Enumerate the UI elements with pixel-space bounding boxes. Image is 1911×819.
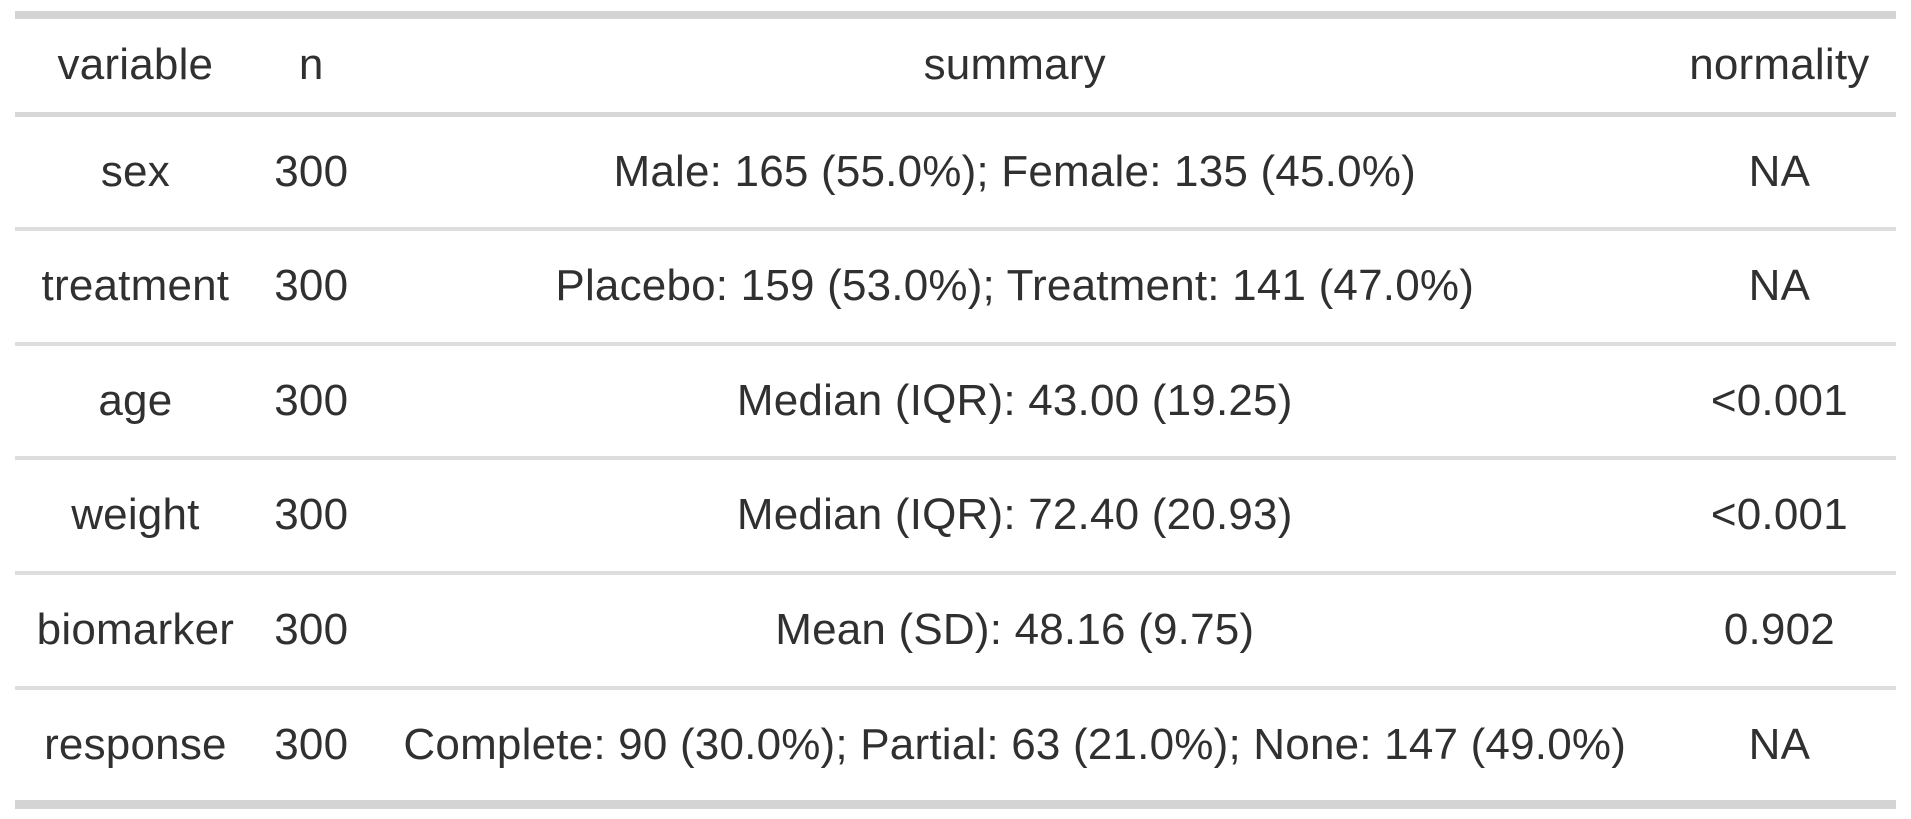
table-body: sex 300 Male: 165 (55.0%); Female: 135 (45… bbox=[15, 114, 1896, 805]
table-row: treatment 300 Placebo: 159 (53.0%); Treatm… bbox=[15, 229, 1896, 346]
cell-variable: age bbox=[15, 343, 256, 461]
table-row: response 300 Complete: 90 (30.0%); Partial… bbox=[15, 688, 1896, 805]
cell-variable: biomarker bbox=[15, 572, 256, 690]
cell-normality: <0.001 bbox=[1662, 458, 1896, 575]
cell-n: 300 bbox=[255, 343, 367, 461]
cell-variable: sex bbox=[15, 114, 256, 232]
cell-normality: NA bbox=[1748, 719, 1811, 769]
cell-normality: 0.902 bbox=[1662, 572, 1896, 690]
cell-n: 300 bbox=[255, 572, 367, 690]
cell-normality: NA bbox=[1662, 114, 1896, 232]
cell-n: 300 bbox=[274, 719, 349, 769]
column-header-summary: summary bbox=[366, 15, 1663, 117]
cell-variable: response bbox=[44, 719, 227, 769]
cell-summary: Complete: 90 (30.0%); Partial: 63 (21.0%… bbox=[403, 719, 1627, 769]
header-row: variable n summary normality bbox=[15, 15, 1896, 117]
cell-variable: treatment bbox=[15, 229, 256, 346]
cell-summary: Placebo: 159 (53.0%); Treatment: 141 (47… bbox=[366, 229, 1663, 346]
cell-summary: Median (IQR): 43.00 (19.25) bbox=[366, 343, 1663, 461]
table-row: weight 300 Median (IQR): 72.40 (20.93) <0.0… bbox=[15, 458, 1896, 575]
cell-n: 300 bbox=[255, 229, 367, 346]
cell-variable: weight bbox=[15, 458, 256, 575]
cell-normality: NA bbox=[1662, 229, 1896, 346]
table-row: biomarker 300 Mean (SD): 48.16 (9.75) 0.902 bbox=[15, 572, 1896, 690]
column-header-normality: normality bbox=[1662, 15, 1896, 117]
cell-n: 300 bbox=[255, 114, 367, 232]
cell-summary: Mean (SD): 48.16 (9.75) bbox=[366, 572, 1663, 690]
cell-normality: <0.001 bbox=[1662, 343, 1896, 461]
column-header-n: n bbox=[255, 15, 367, 117]
table-row: sex 300 Male: 165 (55.0%); Female: 135 (45… bbox=[15, 114, 1896, 232]
cell-summary: Median (IQR): 72.40 (20.93) bbox=[366, 458, 1663, 575]
cell-summary: Male: 165 (55.0%); Female: 135 (45.0%) bbox=[366, 114, 1663, 232]
summary-table: variable n summary normality sex 300 Male:… bbox=[15, 11, 1896, 810]
table-row: age 300 Median (IQR): 43.00 (19.25) <0.001 bbox=[15, 343, 1896, 461]
column-header-variable: variable bbox=[15, 15, 256, 117]
cell-n: 300 bbox=[255, 458, 367, 575]
table-header: variable n summary normality bbox=[15, 15, 1896, 117]
